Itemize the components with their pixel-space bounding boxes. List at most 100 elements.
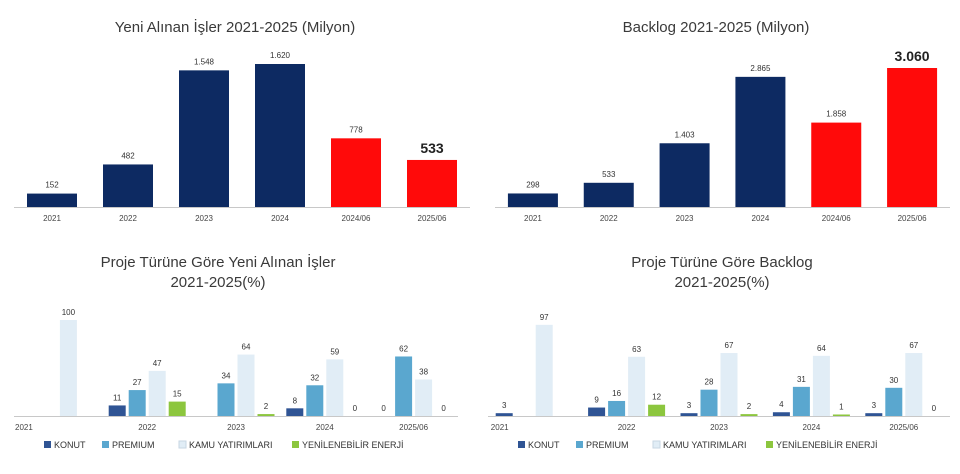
backlog-by-type-bar-kamu-yatirimlari-2021 [535, 324, 553, 416]
new-orders-by-type-tick-label: 2022 [138, 423, 156, 432]
backlog-by-type-value-label: 97 [540, 313, 549, 322]
backlog-by-type-legend-label: PREMIUM [586, 440, 629, 450]
new-orders-by-type-bar-premium-2022 [128, 390, 146, 416]
backlog-by-type-legend-swatch-2 [652, 440, 661, 449]
new-orders-tick-label: 2021 [43, 214, 61, 223]
new-orders-by-type-legend-swatch-0 [44, 441, 51, 448]
new-orders-by-type-value-label: 27 [133, 378, 142, 387]
new-orders-value-label: 1.548 [194, 57, 215, 66]
backlog-value-label: 1.858 [826, 110, 847, 119]
new-orders-by-type-value-label: 0 [381, 404, 386, 413]
backlog-by-type-value-label: 3 [687, 401, 692, 410]
backlog-by-type-bar-yeni-lenebi-li-r-enerji--2023 [740, 414, 758, 416]
new-orders-by-type-value-label: 59 [330, 347, 339, 356]
chart-title-backlog-by-type-line1: Proje Türüne Göre Backlog [631, 254, 813, 271]
backlog-by-type-bar-kamu-yatirimlari-2024 [812, 355, 830, 416]
backlog-by-type-bar-konut-2025/06 [865, 413, 883, 416]
new-orders-by-type-value-label: 8 [293, 396, 298, 405]
new-orders-by-type-bar-premium-2025/06 [395, 356, 413, 416]
backlog-by-type-tick-label: 2021 [491, 423, 509, 432]
new-orders-by-type-tick-label: 2025/06 [399, 423, 428, 432]
new-orders-by-type-value-label: 47 [153, 359, 162, 368]
new-orders-by-type-legend-swatch-1 [102, 441, 109, 448]
backlog-bar-2025/06 [887, 68, 938, 207]
backlog-by-type-legend-swatch-3 [766, 441, 773, 448]
backlog-by-type-bar-kamu-yatirimlari-2023 [720, 353, 738, 416]
backlog-by-type-bar-konut-2021 [495, 413, 513, 416]
new-orders-tick-label: 2023 [195, 214, 213, 223]
new-orders-value-label: 482 [121, 151, 135, 160]
chart-title-backlog-by-type-line2: 2021-2025(%) [674, 274, 769, 291]
backlog-bar-2021 [507, 193, 558, 207]
new-orders-by-type-value-label: 11 [113, 393, 122, 402]
backlog-by-type-value-label: 3 [872, 401, 877, 410]
backlog-bar-2024 [735, 76, 786, 207]
new-orders-bar-2024/06 [331, 138, 381, 207]
new-orders-by-type-value-label: 32 [310, 373, 319, 382]
new-orders-by-type-bar-kamu-yatirimlari-2022 [148, 370, 166, 416]
new-orders-by-type-value-label: 0 [353, 404, 358, 413]
new-orders-bar-2022 [103, 164, 153, 207]
new-orders-value-label: 778 [349, 125, 363, 134]
new-orders-by-type-tick-label: 2024 [316, 423, 334, 432]
new-orders-by-type-legend-label: YENİLENEBİLİR ENERJİ [302, 440, 404, 450]
backlog-by-type-tick-label: 2023 [710, 423, 728, 432]
new-orders-by-type-legend-label: KONUT [54, 440, 86, 450]
backlog-by-type-bar-premium-2025/06 [885, 387, 903, 416]
backlog-by-type-legend-label: YENİLENEBİLİR ENERJİ [776, 440, 878, 450]
backlog-tick-label: 2022 [600, 214, 618, 223]
backlog-by-type-legend-swatch-1 [576, 441, 583, 448]
backlog-by-type-value-label: 1 [839, 403, 844, 412]
backlog-by-type-value-label: 2 [747, 402, 752, 411]
backlog-by-type-bar-yeni-lenebi-li-r-enerji--2024 [832, 414, 850, 416]
backlog-by-type-value-label: 67 [909, 341, 918, 350]
backlog-by-type-legend-label: KAMU YATIRIMLARI [663, 440, 747, 450]
new-orders-value-label: 533 [420, 140, 444, 156]
new-orders-by-type-bar-premium-2024 [306, 385, 324, 416]
new-orders-by-type-legend-label: PREMIUM [112, 440, 155, 450]
backlog-by-type-bar-konut-2022 [588, 407, 606, 416]
new-orders-bar-2021 [27, 193, 77, 207]
new-orders-by-type-bar-kamu-yatirimlari-2024 [326, 359, 344, 416]
new-orders-by-type-value-label: 2 [264, 402, 269, 411]
new-orders-by-type-tick-label: 2023 [227, 423, 245, 432]
new-orders-by-type-legend-label: KAMU YATIRIMLARI [189, 440, 273, 450]
new-orders-by-type-bar-yeni-lenebi-li-r-enerji--2022 [168, 401, 186, 416]
new-orders-by-type-bar-premium-2023 [217, 383, 235, 416]
chart-title-new-orders: Yeni Alınan İşler 2021-2025 (Milyon) [115, 18, 355, 36]
new-orders-by-type-bar-kamu-yatirimlari-2021 [59, 320, 77, 416]
new-orders-by-type-bar-konut-2024 [286, 408, 304, 416]
new-orders-by-type-value-label: 0 [441, 404, 446, 413]
new-orders-value-label: 1.620 [270, 51, 291, 60]
new-orders-tick-label: 2024/06 [342, 214, 371, 223]
backlog-by-type-bar-premium-2024 [792, 386, 810, 416]
chart-title-new-orders-by-type-line2: 2021-2025(%) [170, 274, 265, 291]
backlog-by-type-bar-yeni-lenebi-li-r-enerji--2022 [648, 404, 666, 416]
new-orders-by-type-bar-kamu-yatirimlari-2023 [237, 354, 255, 416]
backlog-by-type-bar-premium-2022 [608, 400, 626, 416]
backlog-by-type-bar-kamu-yatirimlari-2022 [628, 356, 646, 416]
chart-marks: 15 2 2021 482 2022 1.548 2023 1.620 2024 778 2024/… [14, 48, 950, 450]
backlog-tick-label: 2023 [676, 214, 694, 223]
backlog-value-label: 298 [526, 180, 540, 189]
new-orders-tick-label: 2025/06 [418, 214, 447, 223]
backlog-by-type-value-label: 28 [705, 378, 714, 387]
new-orders-by-type-value-label: 100 [62, 308, 76, 317]
backlog-by-type-tick-label: 2024 [803, 423, 821, 432]
backlog-by-type-bar-premium-2023 [700, 389, 718, 416]
new-orders-by-type-value-label: 38 [419, 368, 428, 377]
backlog-by-type-tick-label: 2022 [618, 423, 636, 432]
new-orders-by-type-value-label: 15 [173, 390, 182, 399]
backlog-tick-label: 2024 [752, 214, 770, 223]
backlog-by-type-legend-label: KONUT [528, 440, 560, 450]
new-orders-bar-2025/06 [407, 159, 457, 207]
backlog-value-label: 1.403 [675, 130, 696, 139]
chart-title-new-orders-by-type-line1: Proje Türüne Göre Yeni Alınan İşler [101, 253, 336, 271]
chart-title-backlog: Backlog 2021-2025 (Milyon) [623, 19, 810, 36]
backlog-by-type-bar-konut-2023 [680, 413, 698, 416]
new-orders-bar-2023 [179, 70, 229, 207]
new-orders-by-type-bar-konut-2022 [108, 405, 126, 416]
backlog-tick-label: 2024/06 [822, 214, 851, 223]
